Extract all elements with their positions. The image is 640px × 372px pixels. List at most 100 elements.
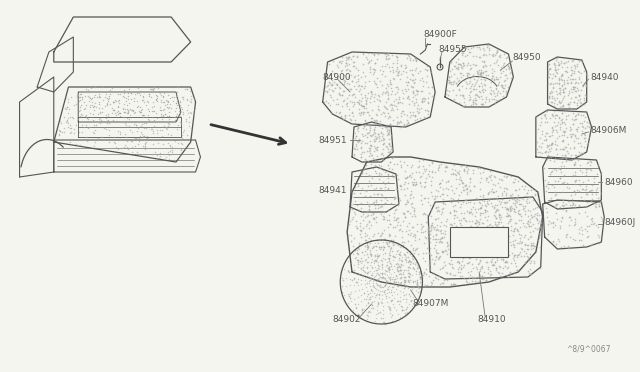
Point [378, 251, 388, 257]
Point [540, 111, 550, 117]
Point [532, 195, 543, 201]
Point [396, 275, 406, 280]
Point [559, 144, 570, 150]
Point [477, 265, 487, 271]
Point [518, 219, 528, 225]
Point [569, 99, 579, 105]
Point [452, 78, 463, 84]
Point [369, 216, 379, 222]
Point [476, 93, 486, 99]
Point [349, 254, 360, 260]
Point [384, 127, 394, 133]
Point [383, 94, 394, 100]
Point [557, 77, 567, 83]
Point [490, 233, 500, 239]
Point [430, 193, 440, 199]
Point [403, 277, 413, 283]
Point [383, 185, 394, 191]
Point [115, 136, 125, 142]
Point [462, 241, 472, 247]
Point [97, 105, 108, 110]
Point [171, 94, 181, 100]
Point [404, 301, 415, 307]
Point [401, 306, 412, 312]
Point [384, 304, 394, 310]
Point [378, 212, 388, 218]
Point [401, 283, 412, 289]
Point [574, 226, 584, 232]
Point [412, 265, 422, 271]
Point [367, 153, 378, 158]
Point [152, 93, 163, 99]
Point [169, 89, 179, 95]
Point [449, 167, 460, 173]
Point [353, 225, 363, 231]
Point [404, 279, 414, 285]
Point [387, 292, 397, 298]
Point [558, 102, 568, 108]
Point [372, 237, 382, 243]
Point [405, 192, 415, 198]
Point [332, 81, 342, 87]
Point [172, 126, 182, 132]
Point [524, 223, 534, 229]
Point [420, 195, 430, 201]
Point [426, 223, 436, 229]
Point [444, 77, 454, 83]
Point [383, 92, 393, 98]
Point [371, 121, 381, 127]
Point [487, 76, 497, 81]
Point [500, 66, 511, 72]
Point [448, 171, 458, 177]
Point [372, 280, 382, 286]
Point [426, 182, 436, 188]
Point [587, 241, 597, 247]
Point [508, 228, 518, 234]
Point [494, 53, 504, 59]
Point [156, 112, 166, 118]
Point [131, 122, 141, 128]
Point [108, 118, 118, 124]
Point [428, 277, 438, 283]
Point [104, 96, 114, 102]
Point [391, 279, 401, 285]
Point [391, 261, 401, 267]
Point [569, 62, 579, 68]
Point [367, 265, 378, 271]
Point [455, 92, 465, 97]
Point [423, 225, 433, 231]
Point [478, 254, 488, 260]
Point [368, 121, 378, 127]
Point [549, 158, 559, 164]
Point [545, 141, 556, 147]
Point [396, 71, 406, 77]
Point [380, 250, 390, 256]
Point [458, 246, 468, 252]
Point [405, 195, 415, 201]
Point [330, 86, 340, 92]
Point [173, 140, 183, 145]
Point [410, 99, 420, 105]
Point [425, 239, 435, 245]
Point [408, 109, 418, 115]
Point [123, 108, 133, 114]
Point [157, 133, 167, 139]
Point [349, 209, 359, 215]
Point [357, 286, 367, 292]
Point [156, 99, 166, 105]
Point [573, 177, 584, 183]
Point [449, 196, 459, 202]
Point [365, 143, 376, 149]
Point [384, 294, 394, 300]
Point [356, 315, 366, 321]
Point [415, 68, 425, 74]
Point [170, 94, 180, 100]
Point [436, 211, 446, 217]
Point [403, 267, 413, 273]
Point [375, 204, 385, 210]
Point [130, 135, 140, 141]
Point [365, 66, 376, 72]
Point [500, 259, 510, 264]
Point [381, 143, 392, 149]
Point [472, 261, 483, 267]
